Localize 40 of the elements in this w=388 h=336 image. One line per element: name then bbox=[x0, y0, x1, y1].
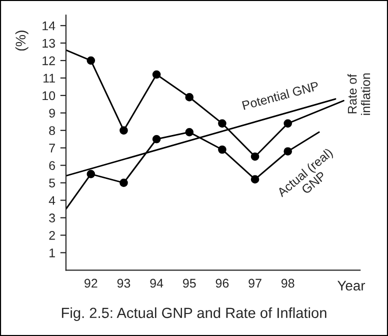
point bbox=[152, 70, 161, 79]
point bbox=[120, 126, 128, 135]
x-axis-title: Year bbox=[338, 280, 366, 291]
x-tick-label: 95 bbox=[183, 278, 196, 288]
y-tick-label: 12 bbox=[42, 56, 55, 66]
y-tick-label: 2 bbox=[49, 231, 55, 240]
point bbox=[120, 178, 128, 187]
point bbox=[284, 119, 292, 128]
y-tick-label: 1 bbox=[50, 248, 55, 258]
y-tick-label: 14 bbox=[42, 22, 56, 30]
y-tick-label: 8 bbox=[49, 126, 55, 136]
y-tick-label: 5 bbox=[49, 178, 56, 188]
text: Fig. 2.5: Actual GNP and Rate of Inflation bbox=[62, 307, 326, 321]
annotation: Rate of inflation bbox=[348, 73, 370, 115]
point bbox=[218, 145, 226, 154]
point bbox=[86, 56, 96, 65]
y-tick-label: 6 bbox=[49, 161, 55, 170]
y-tick-label: 4 bbox=[48, 196, 56, 205]
point bbox=[284, 147, 292, 156]
y-tick-label: 3 bbox=[49, 214, 55, 222]
point bbox=[250, 175, 260, 184]
point bbox=[218, 119, 226, 128]
point bbox=[152, 134, 161, 144]
point bbox=[250, 152, 260, 161]
y-tick-label: 7 bbox=[49, 144, 55, 152]
x-tick-label: 94 bbox=[150, 278, 164, 288]
y-tick-label: 9 bbox=[49, 108, 55, 118]
x-tick-label: 98 bbox=[281, 278, 294, 288]
x-tick-label: 96 bbox=[216, 278, 229, 288]
x-tick-label: 93 bbox=[117, 278, 130, 288]
x-tick-label: 92 bbox=[84, 278, 98, 288]
y-axis-title: (%) bbox=[15, 30, 28, 51]
point bbox=[185, 128, 194, 136]
annotation: Potential GNP bbox=[242, 81, 320, 110]
point bbox=[185, 93, 194, 102]
y-tick-label: 10 bbox=[42, 91, 56, 100]
point bbox=[86, 170, 96, 178]
x-tick-label: 97 bbox=[248, 278, 262, 288]
y-tick-label: 11 bbox=[44, 74, 55, 83]
y-tick-label: 13 bbox=[42, 38, 55, 48]
